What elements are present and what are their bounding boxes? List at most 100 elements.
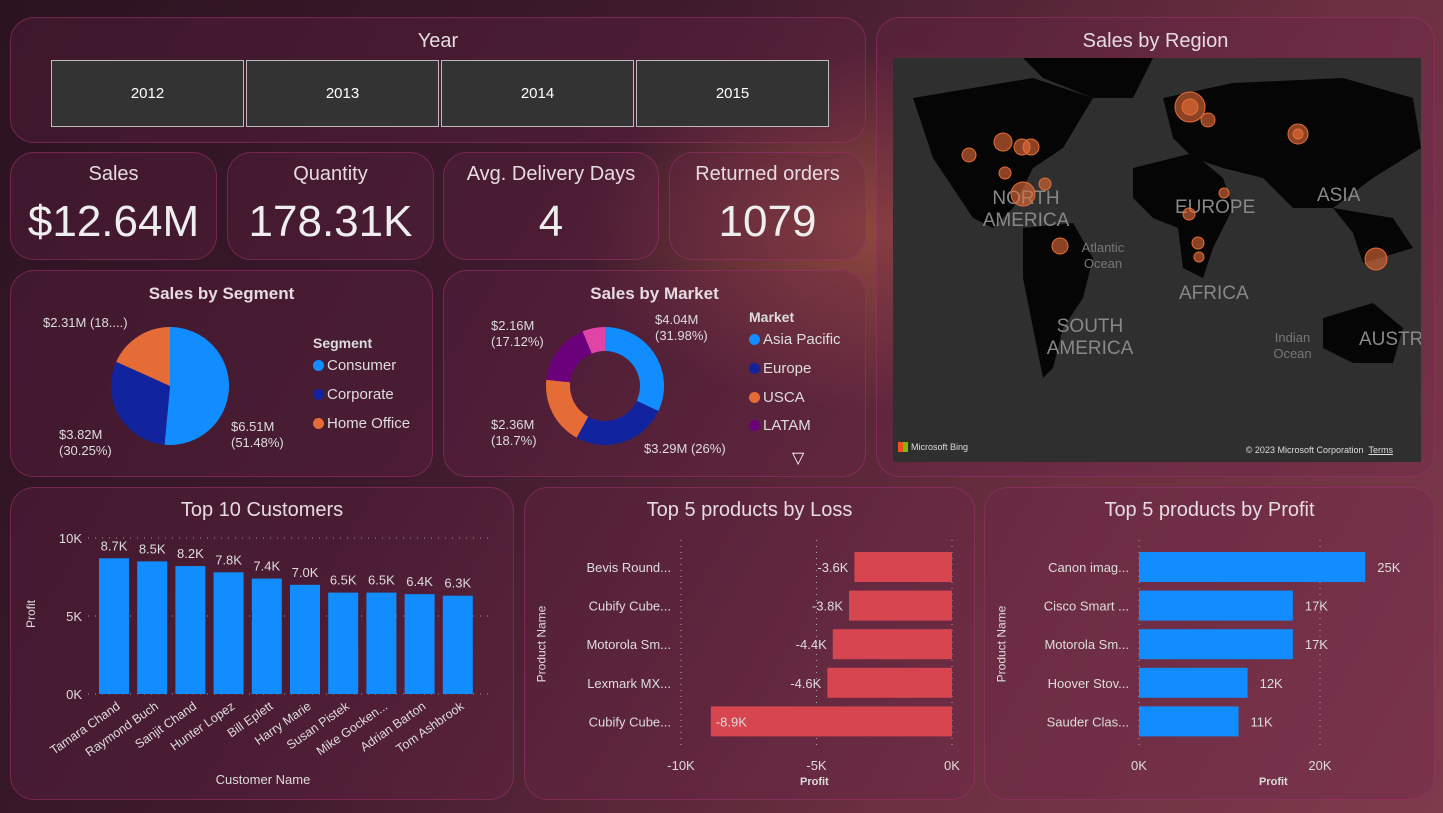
- sales-bubble[interactable]: [1182, 207, 1196, 221]
- bar[interactable]: [137, 561, 168, 694]
- data-label: 25K: [1377, 560, 1400, 575]
- data-label: 17K: [1305, 599, 1328, 614]
- bar[interactable]: [1139, 590, 1293, 621]
- kpi-label: Avg. Delivery Days: [466, 163, 636, 185]
- map-copyright: © 2023 Microsoft Corporation Terms: [1246, 445, 1393, 455]
- bar[interactable]: [251, 578, 282, 694]
- slice-latam[interactable]: [546, 331, 592, 383]
- slice-consumer[interactable]: [164, 327, 229, 445]
- kpi-value: 1079: [718, 197, 817, 246]
- data-label: 12K: [1260, 676, 1283, 691]
- bar[interactable]: [404, 594, 435, 694]
- sales-bubble[interactable]: [1218, 187, 1230, 199]
- bar[interactable]: [854, 552, 952, 582]
- bar[interactable]: [290, 584, 320, 694]
- year-2013-button[interactable]: 2013: [246, 60, 439, 127]
- year-slicer-title: Year: [417, 30, 459, 52]
- sales-bubble[interactable]: [998, 166, 1012, 180]
- sales-bubble[interactable]: [1022, 138, 1040, 156]
- bar[interactable]: [99, 558, 129, 694]
- bar[interactable]: [710, 706, 952, 737]
- bar[interactable]: [1139, 667, 1248, 698]
- data-label: -4.6K: [790, 676, 821, 691]
- legend-title: Segment: [313, 335, 373, 351]
- kpi-value: 178.31K: [248, 197, 413, 246]
- data-label: 8.2K: [177, 546, 204, 561]
- sales-bubble[interactable]: [1364, 247, 1388, 271]
- legend-dot: [749, 392, 760, 403]
- legend-dot: [313, 389, 324, 400]
- sales-bubble[interactable]: [1292, 128, 1304, 140]
- bar[interactable]: [328, 592, 359, 694]
- slice-home-office[interactable]: [116, 327, 170, 386]
- year-2015-button[interactable]: 2015: [636, 60, 829, 127]
- x-tick-label: 0K: [944, 758, 960, 773]
- map[interactable]: NORTH AMERICA EUROPE ASIA AFRICA SOUTH A…: [893, 58, 1421, 462]
- data-label: 7.8K: [215, 552, 242, 567]
- x-axis-title: Profit: [800, 776, 829, 788]
- sales-bubble[interactable]: [1191, 236, 1205, 250]
- slice-europe[interactable]: [576, 400, 659, 445]
- sales-by-market-card: Sales by Market $4.04M (31.98%) $3.29M (…: [443, 270, 866, 477]
- sales-bubble[interactable]: [1010, 181, 1036, 207]
- y-tick-label: Sauder Clas...: [1047, 714, 1129, 729]
- data-label: 6.4K: [406, 574, 433, 589]
- data-label: $2.36M (18.7%): [491, 417, 537, 448]
- slice-other[interactable]: [582, 327, 605, 354]
- data-label: $2.16M (17.12%): [491, 318, 544, 349]
- data-label: 6.5K: [368, 573, 395, 588]
- bar[interactable]: [832, 629, 952, 660]
- profit-bar-chart: 0K 20K Canon imag... 25K Cisco Smart ... 17K M…: [1044, 540, 1401, 773]
- sales-bubble[interactable]: [1051, 237, 1069, 255]
- slice-corporate[interactable]: [110, 361, 170, 445]
- legend-item-asia-pacific[interactable]: Asia Pacific: [749, 331, 841, 348]
- data-label: -8.9K: [716, 714, 747, 729]
- bar[interactable]: [442, 595, 473, 694]
- bar[interactable]: [366, 592, 397, 694]
- bar[interactable]: [1139, 706, 1239, 737]
- legend-dot: [313, 418, 324, 429]
- bar[interactable]: [827, 667, 952, 698]
- bar[interactable]: [849, 590, 952, 621]
- y-axis-title: Profit: [24, 599, 39, 629]
- sales-bubble[interactable]: [1038, 177, 1052, 191]
- data-label: 7.0K: [292, 565, 319, 580]
- slice-asia-pacific[interactable]: [605, 327, 664, 412]
- sales-bubble[interactable]: [993, 132, 1013, 152]
- sales-bubble[interactable]: [1181, 98, 1199, 116]
- y-tick-label: Cubify Cube...: [589, 714, 671, 729]
- year-2012-button[interactable]: 2012: [51, 60, 244, 127]
- legend-item-latam[interactable]: LATAM: [749, 417, 811, 434]
- slice-usca[interactable]: [546, 379, 589, 438]
- kpi-value: $12.64M: [27, 197, 200, 246]
- x-axis-title: Profit: [1259, 776, 1288, 788]
- data-label: $4.04M (31.98%): [655, 312, 708, 343]
- legend-label: Europe: [763, 360, 812, 377]
- legend-dot: [749, 334, 760, 345]
- kpi-label: Returned orders: [695, 163, 840, 185]
- sales-bubble[interactable]: [1200, 112, 1216, 128]
- sales-bubble[interactable]: [1193, 251, 1205, 263]
- bar[interactable]: [1139, 552, 1366, 582]
- legend-item-europe[interactable]: Europe: [749, 360, 811, 377]
- chart-title: Top 5 products by Loss: [646, 499, 853, 521]
- kpi-quantity: Quantity 178.31K: [227, 152, 434, 260]
- legend-item-corporate[interactable]: Corporate: [313, 386, 394, 403]
- year-2014-button[interactable]: 2014: [441, 60, 634, 127]
- data-label: 6.5K: [330, 573, 357, 588]
- terms-link[interactable]: Terms: [1368, 445, 1394, 455]
- legend-scroll-down-icon[interactable]: ▽: [792, 450, 805, 467]
- sales-bubble[interactable]: [961, 147, 977, 163]
- y-axis-title: Product Name: [994, 605, 1009, 683]
- legend-item-usca[interactable]: USCA: [749, 389, 805, 406]
- legend-dot: [749, 420, 760, 431]
- chart-title: Top 5 products by Profit: [1104, 499, 1315, 521]
- bar[interactable]: [213, 572, 244, 694]
- bar[interactable]: [175, 566, 206, 694]
- legend-item-home-office[interactable]: Home Office: [313, 415, 410, 432]
- year-slicer: Year 2012 2013 2014 2015: [10, 17, 866, 143]
- data-label: $3.29M (26%): [644, 441, 726, 456]
- bar[interactable]: [1139, 629, 1293, 660]
- legend-item-consumer[interactable]: Consumer: [313, 357, 396, 374]
